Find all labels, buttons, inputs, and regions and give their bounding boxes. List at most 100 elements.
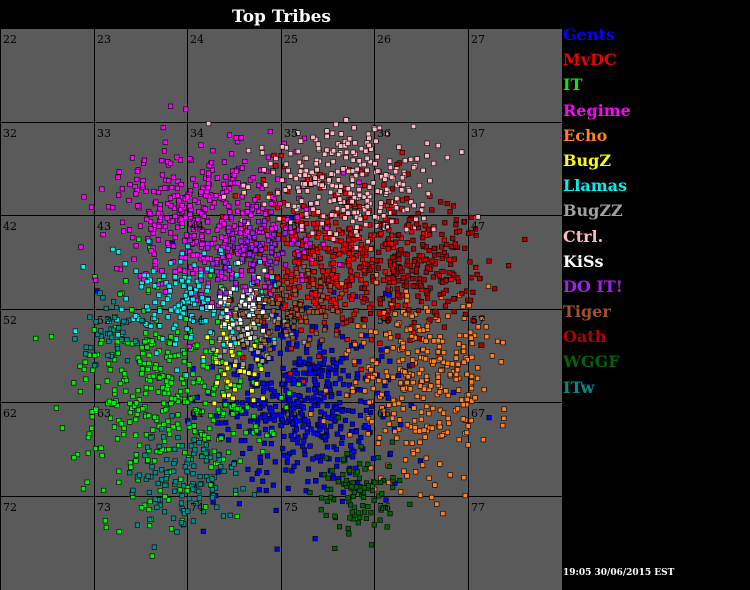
- village-dot: [395, 292, 401, 298]
- village-dot: [485, 283, 492, 289]
- village-dot: [376, 435, 382, 441]
- village-dot: [469, 373, 475, 380]
- village-dot: [127, 460, 133, 466]
- village-dot: [299, 223, 305, 229]
- village-dot: [347, 515, 353, 521]
- village-dot: [400, 386, 406, 392]
- village-dot: [341, 381, 347, 388]
- village-dot: [183, 372, 189, 378]
- village-dot: [372, 214, 378, 220]
- village-dot: [324, 225, 330, 231]
- village-dot: [346, 257, 352, 263]
- village-dot: [255, 219, 262, 225]
- village-dot: [168, 103, 174, 109]
- village-dot: [235, 406, 241, 412]
- village-dot: [324, 403, 330, 409]
- village-dot: [244, 209, 250, 215]
- village-dot: [93, 406, 99, 412]
- village-dot: [92, 352, 98, 359]
- village-dot: [368, 337, 374, 343]
- village-dot: [159, 172, 165, 178]
- village-dot: [420, 395, 427, 401]
- village-dot: [285, 485, 291, 492]
- village-dot: [134, 522, 140, 528]
- village-dot: [427, 178, 433, 184]
- village-dot: [209, 476, 215, 482]
- village-dot: [501, 415, 507, 422]
- village-dot: [385, 287, 391, 293]
- village-dot: [317, 279, 324, 285]
- village-dot: [289, 420, 296, 426]
- village-dot: [420, 242, 426, 248]
- village-dot: [263, 426, 269, 433]
- village-dot: [189, 313, 195, 319]
- village-dot: [328, 423, 334, 429]
- village-dot: [127, 419, 133, 425]
- village-dot: [418, 409, 425, 415]
- village-dot: [394, 196, 400, 202]
- village-dot: [345, 525, 351, 532]
- village-dot: [182, 464, 188, 470]
- village-dot: [357, 265, 363, 271]
- village-dot: [419, 366, 425, 373]
- village-dot: [404, 380, 410, 386]
- village-dot: [145, 287, 151, 293]
- village-dot: [93, 445, 99, 452]
- village-dot: [236, 501, 242, 507]
- village-dot: [124, 358, 130, 364]
- village-dot: [363, 407, 369, 414]
- village-dot: [362, 207, 368, 213]
- village-dot: [179, 221, 185, 227]
- village-dot: [382, 176, 388, 182]
- village-dot: [221, 392, 227, 399]
- village-dot: [184, 399, 190, 405]
- village-dot: [175, 224, 181, 230]
- village-dot: [285, 202, 291, 208]
- village-dot: [445, 392, 451, 399]
- world-map[interactable]: 22 23 24 25 26 27 32 33 34 35 36 37 42 43 44 45 46 47 52 53…: [0, 28, 563, 590]
- village-dot: [123, 377, 129, 384]
- village-dot: [395, 303, 401, 309]
- village-dot: [468, 275, 474, 281]
- village-dot: [243, 430, 249, 436]
- village-dot: [254, 381, 260, 387]
- village-dot: [85, 434, 91, 441]
- village-dot: [232, 387, 238, 393]
- village-dot: [286, 285, 292, 292]
- village-dot: [98, 445, 104, 451]
- village-dot: [139, 366, 145, 372]
- village-dot: [161, 421, 167, 428]
- village-dot: [249, 206, 255, 212]
- village-dot: [362, 423, 368, 429]
- village-dot: [415, 447, 421, 453]
- village-dot: [298, 138, 304, 144]
- village-dot: [83, 376, 89, 382]
- village-dot: [318, 507, 324, 513]
- village-dot: [254, 356, 260, 363]
- village-dot: [129, 307, 135, 313]
- village-dot: [254, 309, 260, 315]
- village-dot: [172, 269, 178, 275]
- village-dot: [317, 426, 323, 432]
- village-dot: [474, 271, 480, 277]
- village-dot: [373, 360, 380, 366]
- village-dot: [377, 301, 384, 307]
- village-dot: [102, 518, 108, 524]
- village-dot: [349, 274, 355, 280]
- village-dot: [350, 388, 356, 395]
- village-dot: [85, 450, 91, 456]
- village-dot: [151, 312, 157, 318]
- village-dot: [351, 256, 357, 262]
- village-dot: [316, 344, 323, 350]
- village-dot: [235, 325, 241, 331]
- village-dot: [112, 357, 118, 363]
- village-dot: [365, 210, 371, 216]
- village-dot: [295, 148, 301, 154]
- village-dot: [318, 263, 324, 269]
- village-dot: [328, 394, 334, 400]
- village-dot: [333, 332, 340, 338]
- village-dot: [115, 174, 121, 180]
- village-dot: [214, 359, 220, 365]
- village-dot: [296, 284, 302, 290]
